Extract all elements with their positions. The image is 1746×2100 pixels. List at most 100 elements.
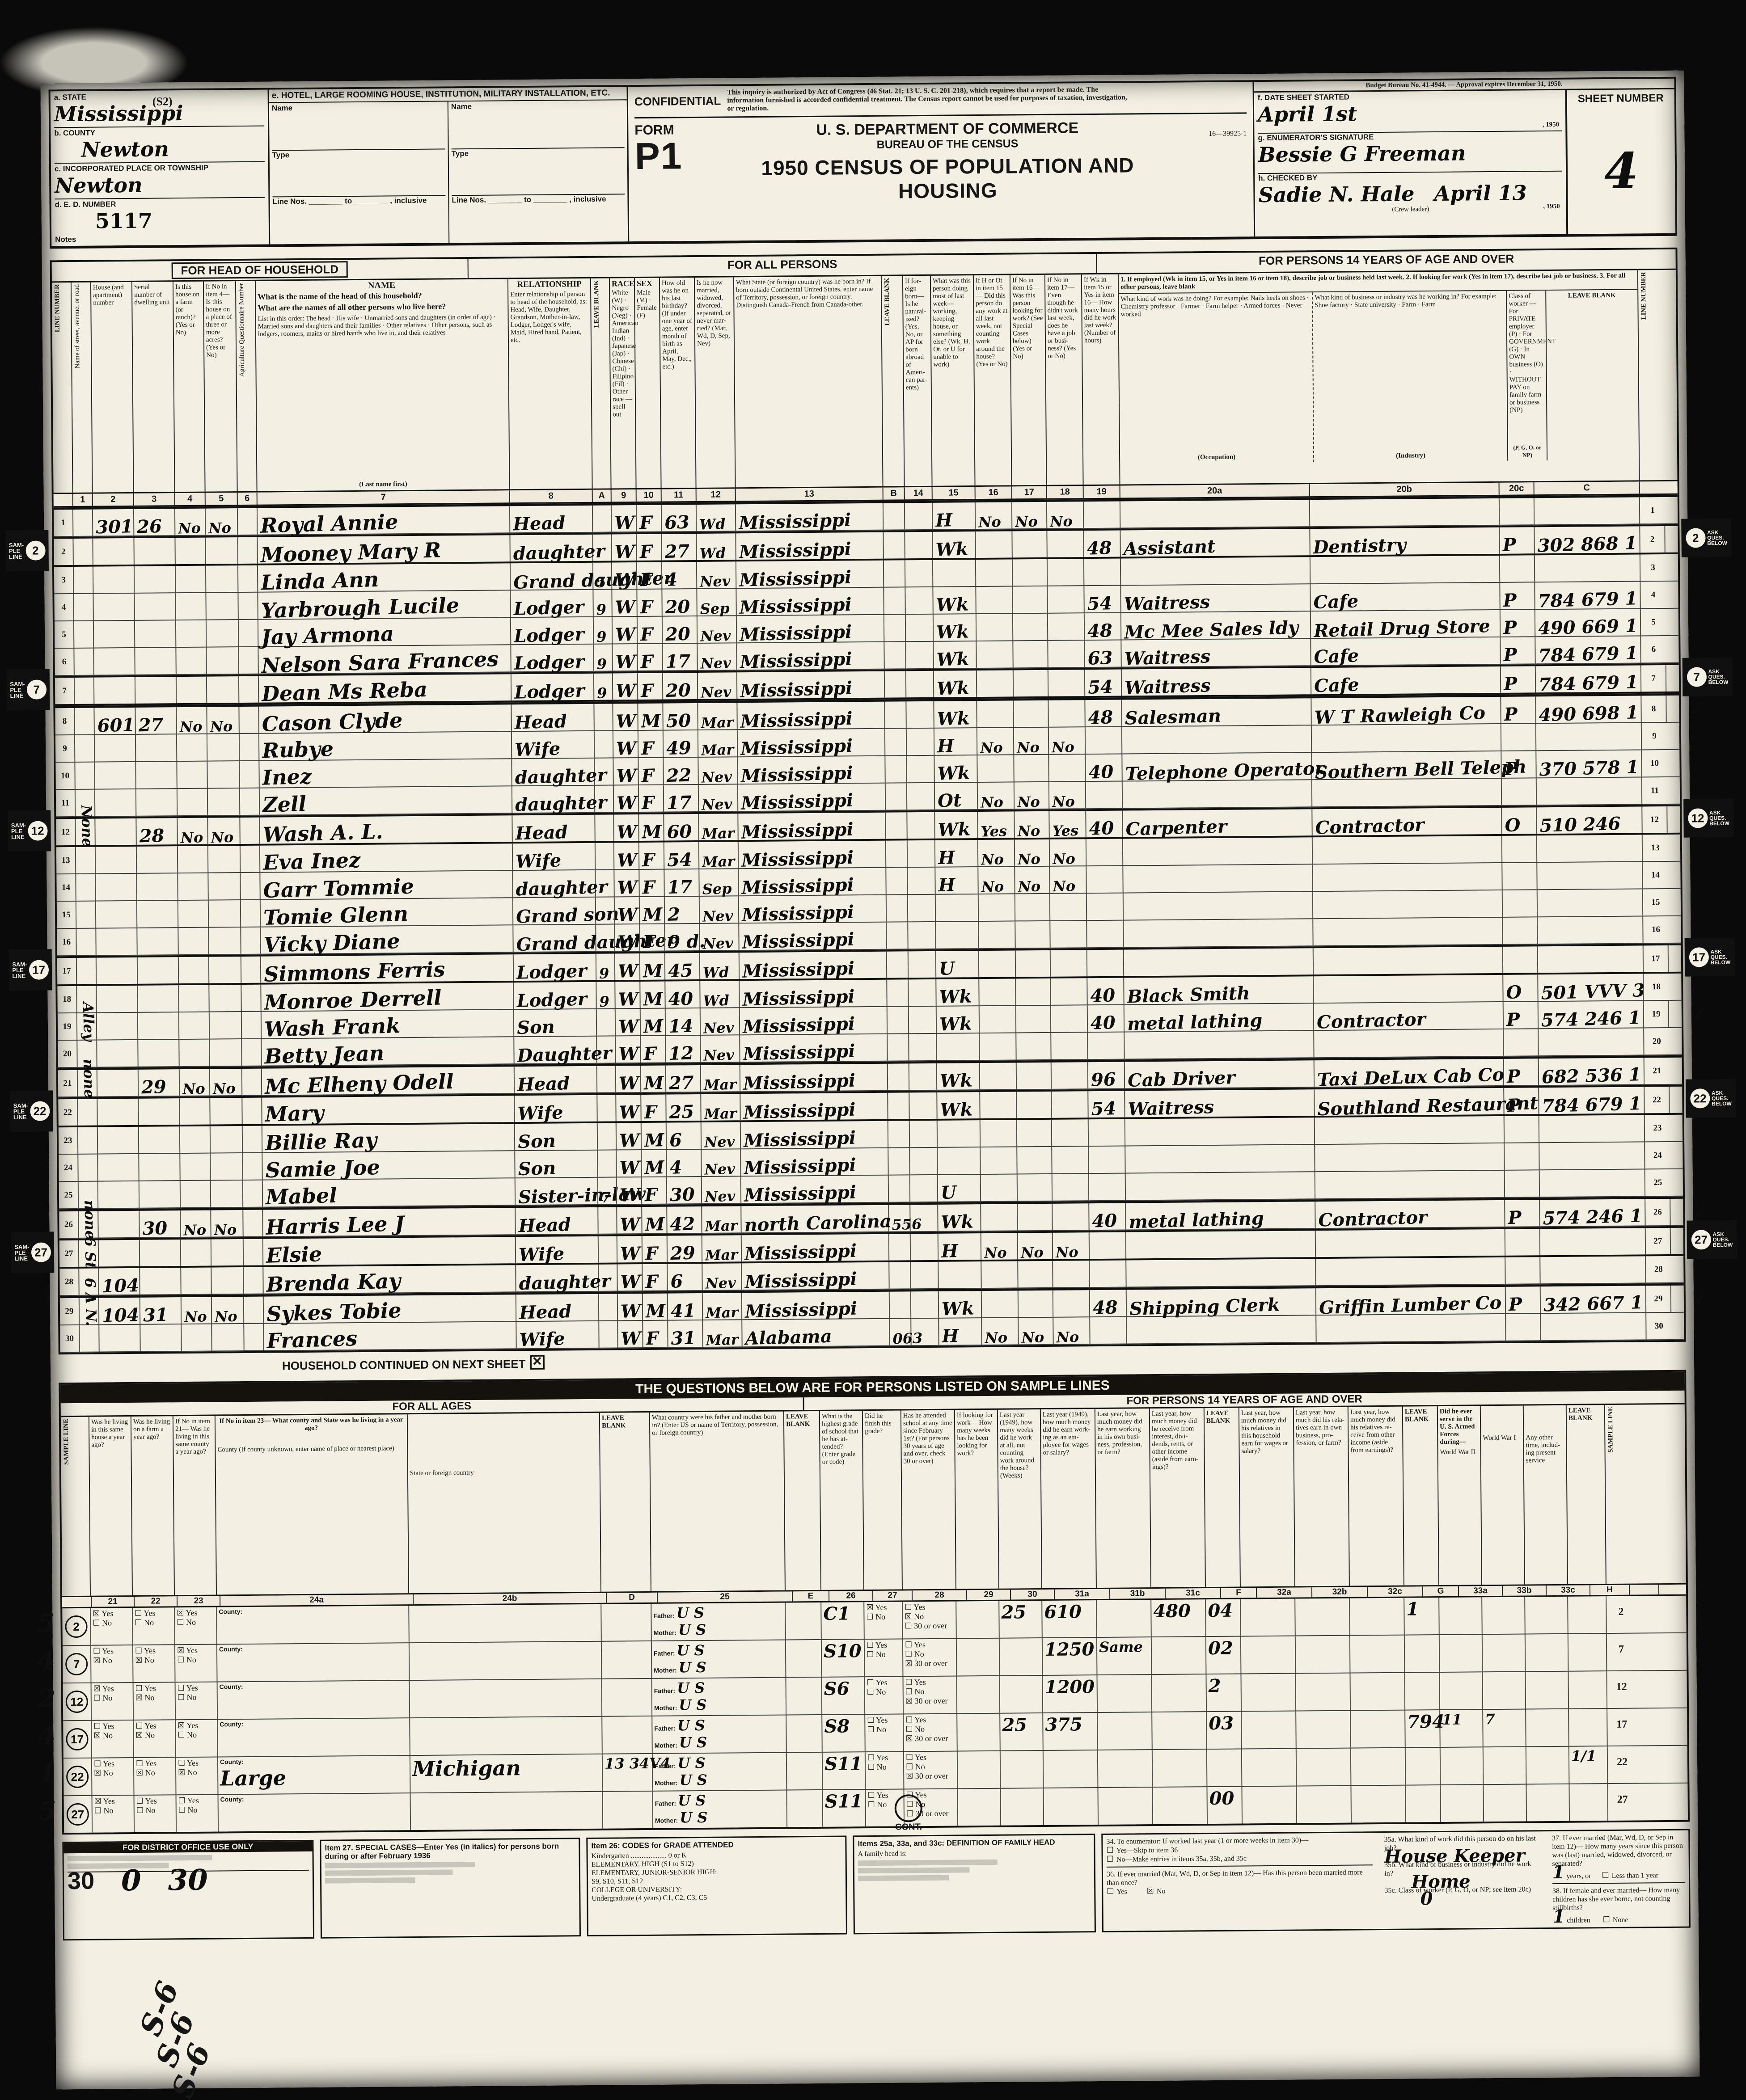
cell-w16: [978, 894, 1016, 921]
cell-weeks-worked: 25: [1000, 1713, 1044, 1750]
cell-name: Sykes Tobie: [263, 1295, 517, 1326]
cell-sex: F: [638, 785, 664, 814]
cell-finished: ☐ Yes ☐ No: [865, 1714, 904, 1752]
cell-w16: No: [981, 1233, 1019, 1262]
q31b-header: Last year, how much money did he earn wo…: [1095, 1408, 1151, 1588]
cell-house: [98, 1154, 140, 1181]
cell-cls: [1502, 863, 1538, 890]
cell-sex: F: [641, 1094, 667, 1123]
col-number-blank: [53, 493, 73, 506]
cell-vet-ww2: 11: [1440, 1710, 1484, 1747]
cell-ln: 21: [58, 1070, 78, 1097]
cell-j18: [1051, 1062, 1089, 1089]
q37-text: 37. If ever married (Mar, Wd, D, or Sep …: [1552, 1833, 1683, 1868]
cell-l17: [1013, 586, 1048, 613]
cell-occ: [1125, 1117, 1315, 1146]
cell-occ: [1122, 780, 1313, 808]
cell-serial: [138, 1012, 180, 1039]
confidential-label: CONFIDENTIAL: [634, 94, 721, 108]
cell-race: W: [613, 704, 638, 732]
cell-income-31c: [1151, 1637, 1207, 1674]
leave-blank-f-header: LEAVE BLANK: [1204, 1408, 1241, 1587]
cell-doing: [936, 922, 979, 949]
cell-income-32b: [1295, 1598, 1350, 1636]
cell-doing: Wk: [933, 531, 976, 561]
special-cases-title: Item 27. SPECIAL CASES—Enter Yes (in ita…: [325, 1842, 559, 1861]
cell-sex: M: [639, 897, 665, 925]
cell-income-31a: [1044, 1788, 1099, 1825]
cell-born: Mississippi: [740, 1063, 888, 1094]
cell-born: Mississippi: [742, 1291, 890, 1322]
col-number-1: 1: [73, 493, 93, 506]
cell-nat: [909, 979, 937, 1006]
cell-j18: [1050, 894, 1087, 920]
cell-farm: No: [178, 818, 208, 847]
cell-vet-ww2: [1440, 1747, 1484, 1785]
cell-name: Mooney Mary R: [258, 535, 511, 567]
cell-code: 510 246: [1537, 806, 1643, 836]
cell-agri: [243, 1180, 263, 1207]
sample-col-number-32c: 32c: [1367, 1586, 1424, 1597]
cell-race: W: [615, 982, 641, 1010]
sample-line-number-right: 17: [1616, 1718, 1628, 1730]
cell-occ: Waitress: [1121, 639, 1311, 670]
cell-agri: [237, 508, 258, 535]
cell-q21: ☒ Yes ☐ No: [91, 1683, 134, 1720]
title-block: CONFIDENTIAL This inquiry is authorized …: [628, 82, 1256, 242]
cell-lnr: 3: [1651, 562, 1655, 572]
cell-mar: Nev: [698, 672, 738, 701]
cell-race: W: [616, 1095, 642, 1123]
cell-leave-blank-g: [1405, 1748, 1441, 1785]
cell-name: Inez: [259, 759, 512, 790]
cell-l17: No: [1015, 839, 1050, 868]
leave-blank-a-header: LEAVE BLANK: [591, 278, 612, 489]
cell-acres: [210, 1126, 243, 1153]
cell-code: 490 698 1: [1536, 696, 1642, 726]
line-number-header: LINE NUMBER: [53, 284, 61, 333]
sample-line-number-right: 2: [1618, 1606, 1624, 1618]
cell-sex: M: [641, 1065, 667, 1094]
cell-lnr: 30: [1654, 1321, 1663, 1331]
cell-b: [889, 1234, 911, 1261]
cell-sex: M: [642, 1206, 668, 1235]
cell-lnr: 28: [1654, 1264, 1663, 1274]
cell-hrs: [1083, 501, 1121, 528]
cell-weeks-worked: 25: [999, 1601, 1043, 1638]
cell-hrs: [1090, 1260, 1127, 1287]
cell-ln: 22: [58, 1099, 78, 1126]
cell-parents: Father: U S Mother: U S: [652, 1715, 787, 1753]
cell-street: [76, 874, 96, 901]
cell-finished: ☐ Yes ☐ No: [864, 1639, 904, 1677]
cell-acres: [207, 734, 240, 761]
cell-w16: Yes: [978, 811, 1015, 840]
hotel-name-label-2: Name: [451, 101, 625, 149]
cell-hrs: [1088, 1032, 1125, 1059]
cell-occ: [1120, 557, 1311, 585]
cell-code: 784 679 1: [1535, 636, 1641, 666]
worked-header: If H or Ot in item 15— Did this person d…: [973, 275, 1012, 486]
cell-income-32c: [1351, 1785, 1407, 1823]
cell-ind: [1315, 1116, 1505, 1144]
township-label: c. INCORPORATED PLACE OR TOWNSHIP: [54, 163, 209, 173]
cell-weeks-worked: [999, 1638, 1043, 1675]
cell-doing: Wk: [933, 587, 977, 616]
cell-weeks-looking: [957, 1751, 1001, 1788]
cell-house: [97, 1098, 139, 1126]
cell-l17: No: [1015, 811, 1050, 840]
cell-code: [1538, 945, 1644, 973]
cell-w16: [981, 1174, 1018, 1202]
cell-street: 6 St: [79, 1236, 99, 1269]
cell-code: [1534, 497, 1640, 525]
cell-vet-ww1: [1483, 1747, 1527, 1784]
cell-j18: Yes: [1049, 811, 1086, 839]
items-34-38-box: 34. To enumerator: If worked last year (…: [1101, 1829, 1691, 1932]
cell-hrs: [1089, 1146, 1126, 1173]
cell-w16: [979, 950, 1016, 978]
cell-cls: O: [1503, 974, 1539, 1003]
cell-b: 063: [890, 1319, 923, 1347]
q28-header: Has he at­tended school at any time sinc…: [901, 1410, 956, 1590]
enumerator-signature: Bessie G Freeman: [1258, 141, 1466, 167]
cell-b: [884, 642, 906, 669]
cell-cls: [1504, 1116, 1540, 1143]
name-header: NAME What is the name of the head of thi…: [255, 279, 510, 491]
